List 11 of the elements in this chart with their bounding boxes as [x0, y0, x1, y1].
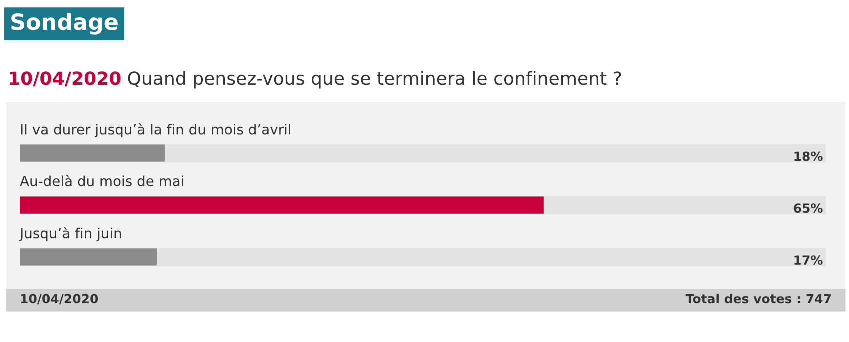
y-tick-label: Jusqu’à fin juin — [19, 227, 122, 242]
y-tick-label: Au-delà du mois de mai — [20, 175, 184, 186]
data-label: 17% — [794, 256, 823, 266]
text: 10/04/2020 — [10, 72, 121, 87]
data-label: 18% — [794, 152, 823, 162]
data-label: 65% — [794, 204, 823, 214]
chart-subtitle: Quand pensez-vous que se terminera le confinement ? — [128, 71, 622, 89]
chart-title: Sondage — [12, 13, 118, 35]
text: 10/04/2020 — [21, 294, 98, 305]
y-tick-label: Il va durer jusqu’à la fin du mois d’avril — [21, 124, 290, 138]
text: Total des votes : 747 — [686, 294, 832, 304]
